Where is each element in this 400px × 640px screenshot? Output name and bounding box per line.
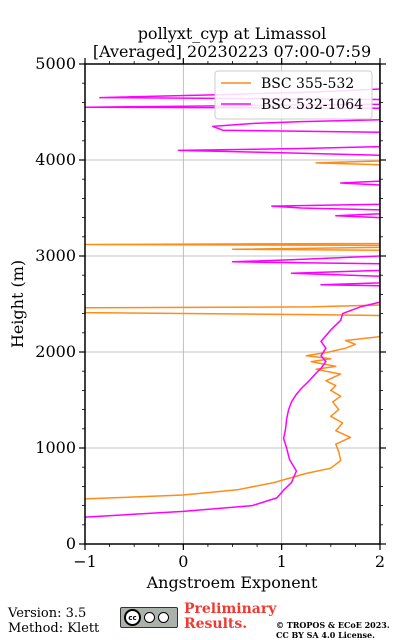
x-tick-label: 0 <box>178 552 188 571</box>
sa-icon <box>158 612 169 623</box>
y-tick-label: 4000 <box>35 150 76 169</box>
y-tick-label: 3000 <box>35 246 76 265</box>
y-tick-label: 1000 <box>35 438 76 457</box>
version-text: Version: 3.5 <box>8 606 87 621</box>
y-tick-label: 5000 <box>35 54 76 73</box>
method-text: Method: Klett <box>8 621 100 636</box>
legend: BSC 355-532 BSC 532-1064 <box>214 70 373 120</box>
x-tick-label: 1 <box>277 552 287 571</box>
series-line-1 <box>85 64 380 500</box>
preliminary-notice: Preliminary Results. <box>184 602 276 632</box>
series-line-2 <box>85 64 380 518</box>
preliminary-line-2: Results. <box>184 616 248 632</box>
copyright-line-2: CC BY SA 4.0 License. <box>276 630 375 640</box>
plot-frame <box>84 63 381 545</box>
cc-license-badge: cc <box>120 607 178 628</box>
angstroem-chart: pollyxt_cyp at Limassol [Averaged] 20230… <box>8 24 386 592</box>
y-tick-label: 0 <box>66 534 76 553</box>
by-icon <box>144 612 155 623</box>
preliminary-line-1: Preliminary <box>184 601 277 617</box>
grid-lines <box>84 63 381 545</box>
copyright-notice: © TROPOS & ECoE 2023. CC BY SA 4.0 Licen… <box>276 620 390 640</box>
legend-label-1: BSC 355-532 <box>261 76 354 92</box>
x-tick-label: 2 <box>375 552 385 571</box>
chart-title: pollyxt_cyp at Limassol <box>138 24 327 43</box>
x-tick-label: −1 <box>73 552 97 571</box>
legend-box <box>214 70 373 120</box>
y-tick-label: 2000 <box>35 342 76 361</box>
series-layer <box>85 64 380 518</box>
legend-label-2: BSC 532-1064 <box>261 97 363 113</box>
cc-logo-icon: cc <box>124 609 141 626</box>
chart-subtitle: [Averaged] 20230223 07:00-07:59 <box>93 42 371 61</box>
copyright-line-1: © TROPOS & ECoE 2023. <box>276 620 390 630</box>
footer-info: Version: 3.5 Method: Klett <box>8 606 99 636</box>
y-axis-label: Height (m) <box>8 260 27 348</box>
x-axis-label: Angstroem Exponent <box>146 573 318 592</box>
